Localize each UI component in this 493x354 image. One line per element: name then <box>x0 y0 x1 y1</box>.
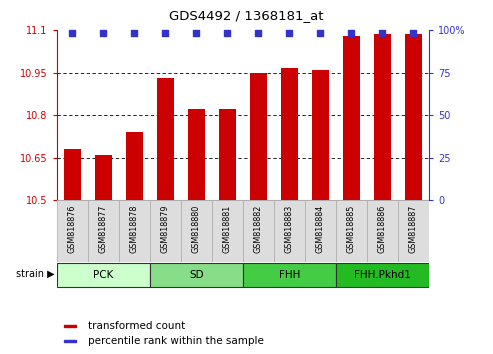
Text: transformed count: transformed count <box>88 321 185 331</box>
Bar <box>150 200 181 262</box>
Bar <box>126 132 143 200</box>
Point <box>285 31 293 36</box>
Bar <box>157 78 174 200</box>
Point <box>68 31 76 36</box>
Text: GSM818885: GSM818885 <box>347 205 356 253</box>
Text: percentile rank within the sample: percentile rank within the sample <box>88 336 264 346</box>
Point <box>348 31 355 36</box>
Text: strain ▶: strain ▶ <box>16 269 54 279</box>
Text: PCK: PCK <box>93 270 113 280</box>
Bar <box>336 200 367 262</box>
Text: GSM818877: GSM818877 <box>99 205 108 253</box>
Bar <box>281 68 298 200</box>
Bar <box>64 325 76 327</box>
Text: GSM818880: GSM818880 <box>192 205 201 253</box>
Bar <box>343 36 360 200</box>
Text: GSM818886: GSM818886 <box>378 205 387 253</box>
Bar <box>150 263 243 287</box>
Bar <box>250 73 267 200</box>
Bar <box>243 200 274 262</box>
Bar <box>212 200 243 262</box>
Text: GSM818879: GSM818879 <box>161 205 170 253</box>
Point <box>410 31 418 36</box>
Bar <box>336 263 429 287</box>
Bar <box>181 200 212 262</box>
Bar <box>57 263 150 287</box>
Bar <box>274 200 305 262</box>
Bar <box>188 109 205 200</box>
Text: GSM818882: GSM818882 <box>254 205 263 253</box>
Text: GSM818883: GSM818883 <box>285 205 294 253</box>
Text: SD: SD <box>189 270 204 280</box>
Point <box>192 31 200 36</box>
Bar <box>305 200 336 262</box>
Bar <box>119 200 150 262</box>
Bar <box>57 200 88 262</box>
Point <box>223 31 231 36</box>
Bar <box>64 340 76 342</box>
Text: GSM818887: GSM818887 <box>409 205 418 253</box>
Bar <box>95 155 112 200</box>
Bar <box>398 200 429 262</box>
Bar <box>367 200 398 262</box>
Bar <box>405 34 422 200</box>
Text: GSM818881: GSM818881 <box>223 205 232 253</box>
Bar <box>64 149 81 200</box>
Text: FHH.Pkhd1: FHH.Pkhd1 <box>354 270 411 280</box>
Bar <box>312 70 329 200</box>
Bar <box>374 34 391 200</box>
Point <box>254 31 262 36</box>
Bar <box>243 263 336 287</box>
Text: GSM818876: GSM818876 <box>68 205 77 253</box>
Bar <box>88 200 119 262</box>
Text: GSM818878: GSM818878 <box>130 205 139 253</box>
Point <box>130 31 138 36</box>
Point <box>317 31 324 36</box>
Text: GDS4492 / 1368181_at: GDS4492 / 1368181_at <box>169 9 324 22</box>
Text: FHH: FHH <box>279 270 300 280</box>
Point <box>99 31 107 36</box>
Bar <box>219 109 236 200</box>
Point <box>379 31 387 36</box>
Text: GSM818884: GSM818884 <box>316 205 325 253</box>
Point <box>161 31 169 36</box>
